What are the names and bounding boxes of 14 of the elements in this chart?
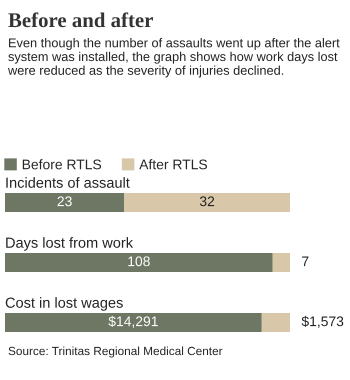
data-label: 32 [200,196,214,206]
data-label: $14,291 [108,316,158,328]
y-tick-label: Days lost from work [6,237,134,251]
chart-subtitle: Even though the number of assaults went up after the alert system was installed, the graph shows how work days lost were reduced as the severity of injuries declined. [8,38,340,78]
y-tick-label: Cost in lost wages [6,297,123,311]
data-label: $1,573 [302,316,344,328]
data-label: 108 [128,256,150,266]
data-label: 7 [302,256,308,266]
legend-label: Before RTLS [22,159,102,170]
legend-label: After RTLS [139,159,208,170]
y-tick-label: Incidents of assault [6,177,130,188]
annotation: Source: Trinitas Regional Medical Center [8,346,222,358]
chart-title: Before and after [8,12,153,28]
data-label: 23 [58,196,72,206]
